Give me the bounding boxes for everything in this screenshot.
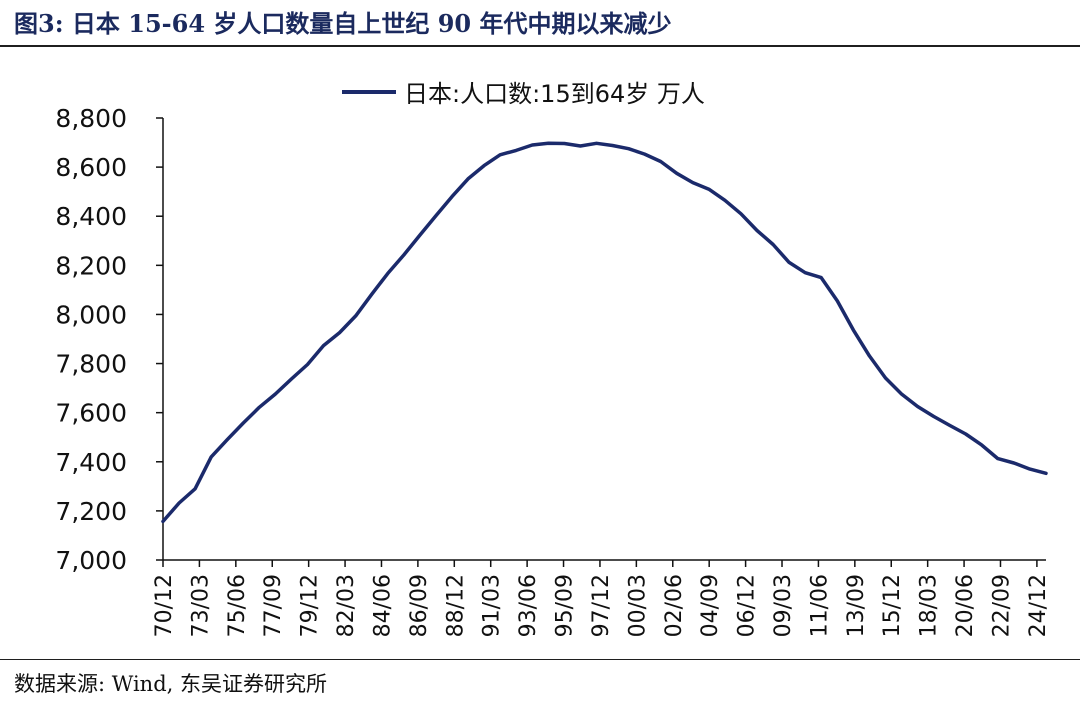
y-tick-label: 7,200 [55,497,127,526]
x-tick-label: 24/12 [1026,574,1051,637]
x-tick-label: 04/09 [698,574,723,637]
y-tick-label: 7,000 [55,546,127,575]
x-tick-label: 93/06 [516,574,541,637]
x-axis: 70/12 73/03 75/06 77/09 79/12 82/03 84/06 86/09… [152,559,1051,637]
y-tick-label: 8,600 [55,153,127,182]
y-tick-label: 7,400 [55,448,127,477]
x-tick-label: 88/12 [443,574,468,637]
x-tick-label: 09/03 [771,574,796,637]
y-tick-label: 8,000 [55,300,127,329]
x-tick-label: 82/03 [334,574,359,637]
x-tick-label: 02/06 [662,574,687,637]
chart-area: 日本:人口数:15到64岁 万人 7,000 7,200 7,400 7,600 7,8… [0,52,1080,652]
x-tick-label: 22/09 [989,574,1014,637]
x-tick-label: 13/09 [844,574,869,637]
y-tick-label: 8,800 [55,104,127,133]
y-tick-label: 7,600 [55,399,127,428]
y-tick-label: 8,400 [55,202,127,231]
y-axis: 7,000 7,200 7,400 7,600 7,800 8,000 8,200 8,400… [55,104,164,575]
x-tick-label: 86/09 [407,574,432,637]
plot-area [161,141,1048,524]
title-divider [0,45,1080,47]
y-tick-label: 8,200 [55,251,127,280]
source-note: 数据来源: Wind, 东吴证券研究所 [14,672,327,696]
x-tick-label: 91/03 [480,574,505,637]
x-tick-label: 15/12 [880,574,905,637]
x-tick-label: 79/12 [298,574,323,637]
source-divider [0,659,1080,660]
legend-label: 日本:人口数:15到64岁 万人 [404,80,705,108]
x-tick-label: 70/12 [152,574,177,637]
x-tick-label: 73/03 [188,574,213,637]
x-tick-label: 00/03 [625,574,650,637]
figure-title: 图3: 日本 15-64 岁人口数量自上世纪 90 年代中期以来减少 [14,9,672,38]
y-tick-label: 7,800 [55,350,127,379]
line-chart: 日本:人口数:15到64岁 万人 7,000 7,200 7,400 7,600 7,8… [55,80,1051,637]
chart-legend: 日本:人口数:15到64岁 万人 [342,80,705,108]
x-tick-label: 97/12 [589,574,614,637]
x-tick-label: 18/03 [917,574,942,637]
x-tick-label: 20/06 [953,574,978,637]
x-tick-label: 95/09 [553,574,578,637]
x-tick-label: 75/06 [225,574,250,637]
x-tick-label: 77/09 [261,574,286,637]
x-tick-label: 84/06 [370,574,395,637]
x-tick-label: 11/06 [807,574,832,637]
series-line [161,141,1048,524]
x-tick-label: 06/12 [735,574,760,637]
